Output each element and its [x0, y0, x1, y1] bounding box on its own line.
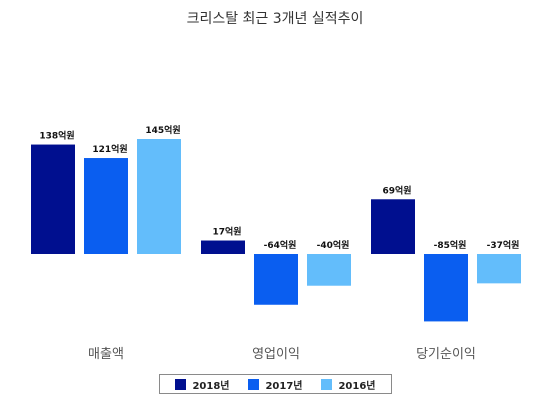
category-label-0: 매출액: [88, 347, 124, 362]
legend-item-2: 2016년: [321, 377, 376, 392]
bar-1-2: [307, 254, 351, 286]
legend-label-0: 2018년: [192, 380, 230, 392]
data-label-0-1: 121억원: [92, 143, 127, 155]
legend-label-1: 2017년: [265, 380, 303, 392]
bar-2-2: [477, 254, 521, 284]
bar-2-1: [424, 254, 468, 322]
data-label-1-2: -40억원: [317, 239, 350, 251]
chart-title: 크리스탈 최근 3개년 실적추이: [186, 11, 364, 27]
data-label-0-0: 138억원: [39, 130, 74, 142]
category-label-1: 영업이익: [252, 347, 300, 362]
data-label-0-2: 145억원: [145, 124, 180, 136]
legend-item-0: 2018년: [175, 377, 230, 392]
bar-1-1: [254, 254, 298, 305]
data-label-1-1: -64억원: [264, 239, 297, 251]
legend-swatch-0: [175, 378, 187, 390]
legend-swatch-2: [321, 378, 333, 390]
data-label-2-0: 69억원: [382, 184, 411, 196]
bar-2-0: [371, 199, 415, 254]
legend-item-1: 2017년: [248, 377, 303, 392]
bar-0-0: [31, 144, 75, 254]
bar-0-2: [137, 139, 181, 254]
data-label-1-0: 17억원: [212, 226, 241, 238]
data-label-2-2: -37억원: [487, 239, 520, 251]
legend-label-2: 2016년: [338, 380, 376, 392]
legend: 2018년 2017년 2016년: [159, 374, 392, 394]
data-label-2-1: -85억원: [434, 239, 467, 251]
bar-1-0: [201, 240, 245, 254]
legend-swatch-1: [248, 378, 260, 390]
category-label-2: 당기순이익: [416, 347, 476, 362]
bar-0-1: [84, 158, 128, 254]
